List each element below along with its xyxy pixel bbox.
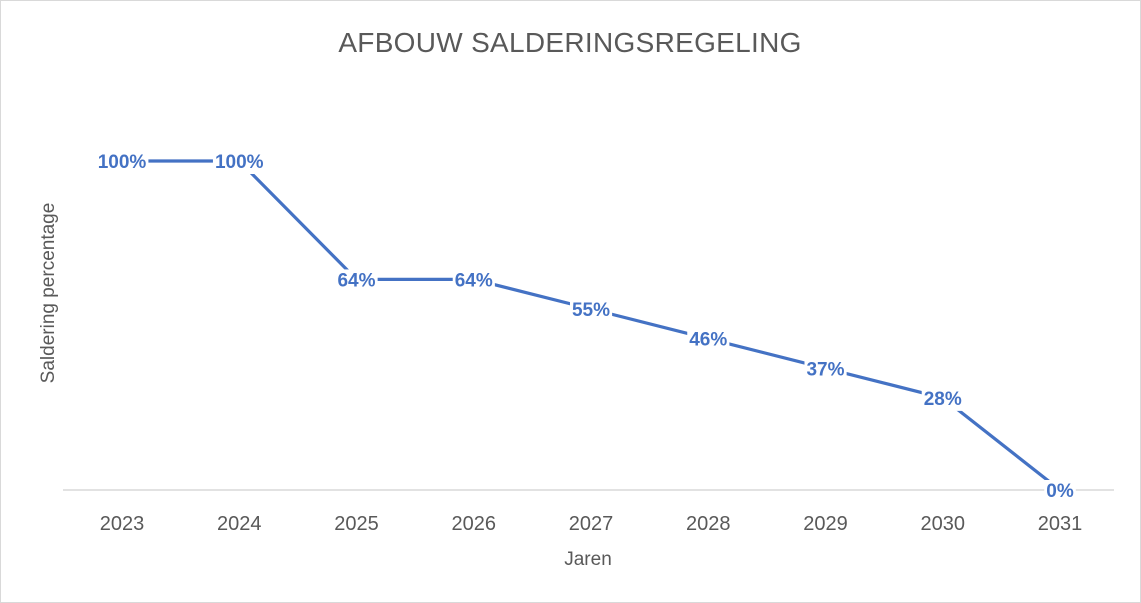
data-label: 0% bbox=[1046, 481, 1074, 502]
x-tick-label: 2030 bbox=[921, 513, 966, 535]
data-label: 64% bbox=[455, 270, 493, 291]
series-line bbox=[122, 159, 1061, 492]
data-label-background bbox=[804, 358, 847, 382]
data-label-background bbox=[569, 299, 613, 323]
chart-title: AFBOUW SALDERINGSREGELING bbox=[338, 27, 801, 58]
data-label-background bbox=[1044, 480, 1076, 503]
x-tick-label: 2026 bbox=[452, 513, 497, 535]
data-label-background bbox=[212, 151, 266, 174]
x-tick-layer: 2023 2024 2025 2026 2027 2028 2029 2030 2031 bbox=[100, 513, 1083, 535]
x-tick-label: 2024 bbox=[217, 513, 262, 535]
data-label-background bbox=[452, 269, 495, 293]
data-label-background bbox=[687, 328, 730, 352]
data-label: 55% bbox=[572, 300, 610, 321]
data-label-layer: 100% 100% 64% 64% 55% 46% 37% 28% 0% bbox=[95, 151, 1076, 503]
data-label-background bbox=[335, 269, 378, 293]
data-label: 100% bbox=[215, 152, 264, 173]
data-label: 37% bbox=[806, 359, 844, 380]
x-tick-label: 2028 bbox=[686, 513, 731, 535]
x-axis-label: Jaren bbox=[564, 549, 612, 570]
data-label: 100% bbox=[98, 152, 147, 173]
x-tick-label: 2029 bbox=[803, 513, 848, 535]
x-tick-label: 2031 bbox=[1038, 513, 1083, 535]
data-label: 46% bbox=[689, 330, 727, 351]
x-tick-label: 2025 bbox=[334, 513, 379, 535]
series-layer bbox=[122, 159, 1061, 492]
x-tick-label: 2027 bbox=[569, 513, 614, 535]
data-label: 28% bbox=[924, 389, 962, 410]
data-label-background bbox=[95, 151, 149, 174]
x-tick-label: 2023 bbox=[100, 513, 145, 535]
data-label: 64% bbox=[337, 270, 375, 291]
y-axis-label: Saldering percentage bbox=[38, 203, 59, 384]
data-label-background bbox=[921, 387, 964, 411]
